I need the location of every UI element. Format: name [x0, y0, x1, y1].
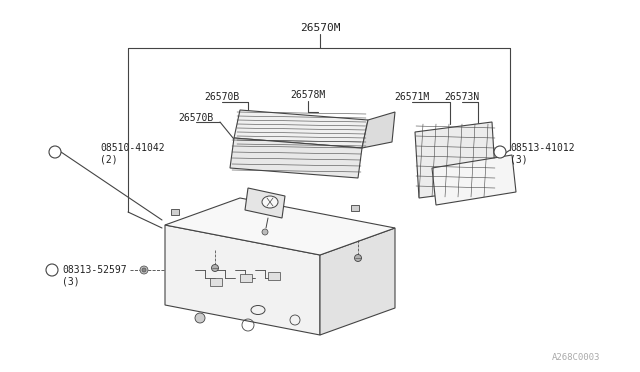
Polygon shape [165, 198, 395, 255]
Text: 08313-52597: 08313-52597 [62, 265, 127, 275]
Text: 08513-41012: 08513-41012 [510, 143, 575, 153]
Polygon shape [351, 205, 359, 211]
Polygon shape [432, 155, 516, 205]
Polygon shape [240, 274, 252, 282]
Circle shape [211, 264, 218, 272]
Polygon shape [165, 225, 320, 335]
Text: S: S [52, 148, 58, 157]
Polygon shape [415, 122, 496, 198]
Circle shape [494, 146, 506, 158]
Text: 26578M: 26578M [291, 90, 326, 100]
Text: 08510-41042: 08510-41042 [100, 143, 164, 153]
Polygon shape [245, 188, 285, 218]
Polygon shape [230, 138, 362, 178]
Circle shape [262, 229, 268, 235]
Circle shape [49, 146, 61, 158]
Circle shape [46, 264, 58, 276]
Text: (2): (2) [100, 154, 118, 164]
Text: S: S [498, 148, 502, 157]
Circle shape [142, 268, 146, 272]
Polygon shape [210, 278, 222, 286]
Circle shape [195, 313, 205, 323]
Polygon shape [268, 272, 280, 280]
Text: 26570B: 26570B [179, 113, 214, 123]
Text: S: S [50, 266, 54, 275]
Circle shape [140, 266, 148, 274]
Text: A268C0003: A268C0003 [552, 353, 600, 362]
Polygon shape [362, 112, 395, 148]
Polygon shape [171, 209, 179, 215]
Text: (3): (3) [62, 276, 79, 286]
Text: (3): (3) [510, 154, 527, 164]
Polygon shape [234, 110, 368, 148]
Ellipse shape [262, 196, 278, 208]
Circle shape [355, 254, 362, 262]
Text: 26573N: 26573N [444, 92, 479, 102]
Text: 26570B: 26570B [204, 92, 239, 102]
Polygon shape [320, 228, 395, 335]
Text: 26571M: 26571M [394, 92, 429, 102]
Text: 26570M: 26570M [300, 23, 340, 33]
